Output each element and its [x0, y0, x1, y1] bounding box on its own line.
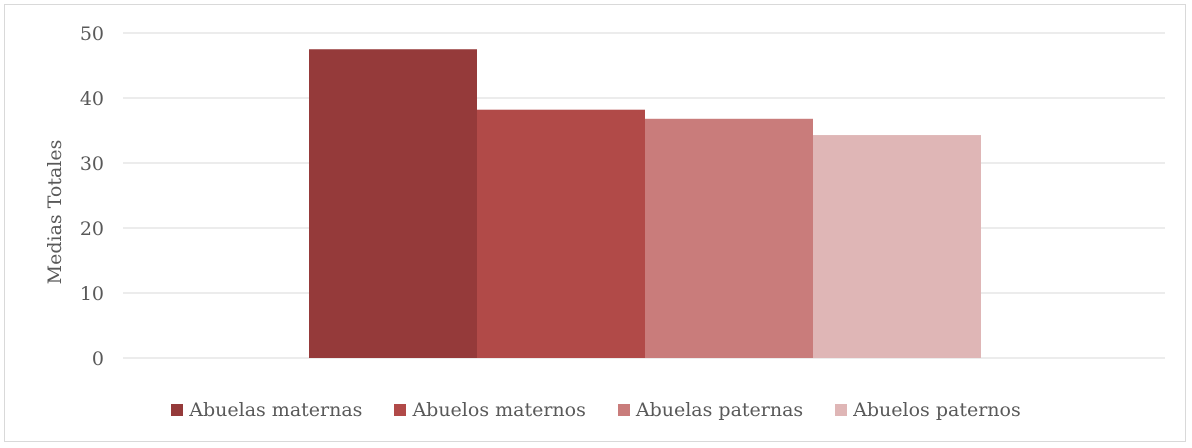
bar-abuelas-paternas — [645, 118, 813, 358]
y-tick-label: 0 — [92, 348, 104, 370]
legend-label: Abuelas maternas — [189, 399, 363, 421]
legend-label: Abuelas paternas — [635, 399, 804, 421]
y-tick-label: 30 — [80, 153, 104, 175]
y-tick-label: 50 — [80, 23, 104, 45]
legend: Abuelas maternas Abuelos maternos Abuelas … — [0, 393, 1192, 427]
legend-swatch — [394, 404, 407, 416]
legend-item: Abuelas maternas — [171, 399, 362, 421]
bar-abuelos-maternos — [477, 109, 645, 358]
legend-item: Abuelos paternos — [835, 399, 1021, 421]
gridlines — [123, 32, 1165, 359]
legend-label: Abuelos maternos — [412, 399, 586, 421]
legend-item: Abuelas paternas — [617, 399, 804, 421]
bar-abuelas-maternas — [309, 49, 477, 358]
legend-swatch — [617, 404, 630, 416]
y-tick-label: 20 — [80, 218, 104, 240]
y-axis-ticks: 0 10 20 30 40 50 — [80, 23, 104, 370]
bars — [309, 49, 981, 358]
y-axis-title: Medias Totales — [44, 140, 66, 285]
legend-item: Abuelos maternos — [394, 399, 586, 421]
y-tick-label: 40 — [80, 88, 104, 110]
bar-abuelos-paternos — [813, 135, 981, 358]
y-tick-label: 10 — [80, 283, 104, 305]
legend-label: Abuelos paternos — [853, 399, 1021, 421]
legend-swatch — [171, 404, 184, 416]
legend-swatch — [835, 404, 848, 416]
